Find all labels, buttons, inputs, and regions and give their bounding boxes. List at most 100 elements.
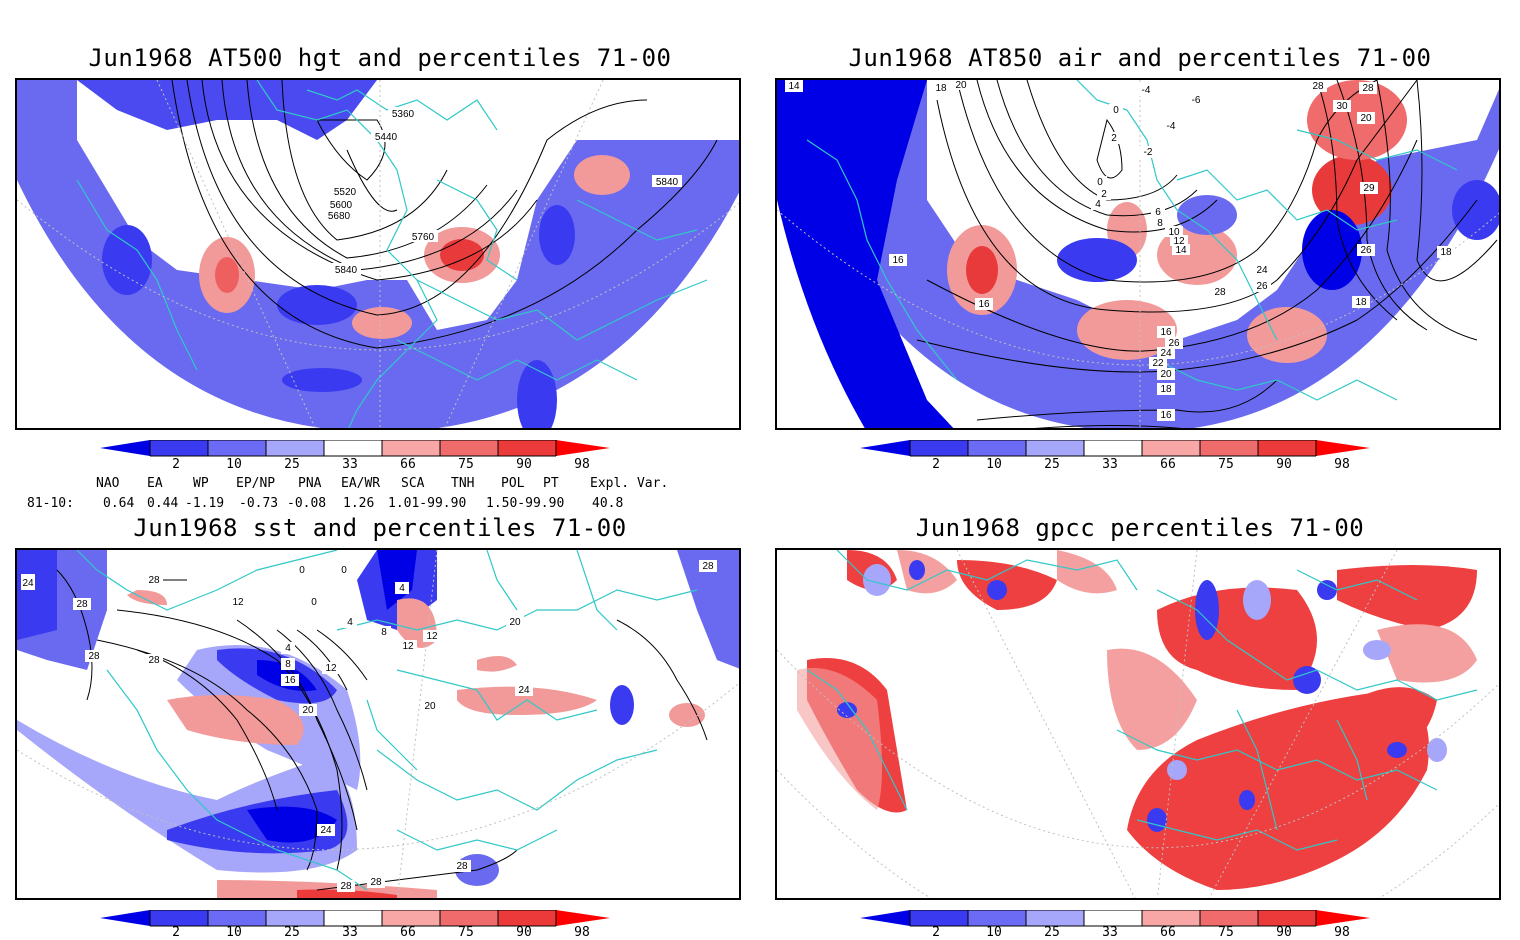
indices-value-row: 81-10: 0.64 0.44 -1.19 -0.73 -0.08 1.26 … — [0, 496, 700, 512]
colorbar-label: 2 — [932, 457, 940, 472]
colorbar-label: 90 — [516, 457, 532, 472]
panel-title-hgt: Jun1968 AT500 hgt and percentiles 71-00 — [88, 44, 672, 72]
colorbar-label: 25 — [284, 457, 300, 472]
index-header: WP — [193, 476, 209, 491]
contour-label: 24 — [1160, 348, 1172, 359]
contour-label: 14 — [788, 81, 800, 92]
contour-label: 16 — [284, 675, 296, 686]
colorbar-label: 10 — [986, 925, 1002, 940]
colorbar-label: 33 — [342, 925, 358, 940]
contour-label: 28 — [148, 575, 160, 586]
index-header: SCA — [401, 476, 425, 491]
contour-label: 8 — [381, 627, 387, 638]
colorbar-label: 33 — [1102, 457, 1118, 472]
index-value: -0.08 — [287, 496, 327, 511]
map-panel-gpcc — [775, 548, 1501, 900]
colorbar-bottom-right — [860, 910, 1370, 927]
colorbar-top-left — [100, 440, 610, 457]
colorbar-label: 98 — [574, 925, 590, 940]
contour-label: 4 — [399, 583, 405, 594]
contour-label: 5840 — [656, 177, 679, 188]
contour-label: 24 — [1256, 265, 1268, 276]
contour-label: 18 — [1160, 384, 1172, 395]
contour-label: 4 — [285, 643, 291, 654]
map-panel-hgt: 5360 5440 5520 5600 5680 5760 5840 5840 — [15, 78, 741, 430]
contour-label: 14 — [1175, 245, 1187, 256]
index-header: PNA — [298, 476, 322, 491]
index-value: 1.01-99.90 — [388, 496, 467, 511]
contour-label: 5520 — [334, 187, 357, 198]
index-header: Expl. Var. — [590, 476, 669, 491]
index-value: 1.50-99.90 — [486, 496, 565, 511]
indices-header-row: NAO EA WP EP/NP PNA EA/WR SCA TNH POL PT… — [0, 476, 700, 492]
contour-label: 0 — [311, 597, 317, 608]
contour-label: 28 — [1362, 83, 1374, 94]
contour-label: 18 — [935, 83, 947, 94]
contour-label: 20 — [955, 80, 967, 91]
colorbar-label: 66 — [400, 925, 416, 940]
contour-label: 28 — [76, 599, 88, 610]
contour-label: 12 — [232, 597, 244, 608]
contour-label: 2 — [1101, 189, 1107, 200]
contour-label: -6 — [1192, 95, 1201, 106]
contour-label: 26 — [1256, 281, 1268, 292]
contour-label: 2 — [1111, 133, 1117, 144]
colorbar-label: 98 — [1334, 925, 1350, 940]
colorbar-label: 2 — [932, 925, 940, 940]
map-panel-air: 14 18 20 -4 -6 0 2 -4 -2 0 2 4 6 8 10 12… — [775, 78, 1501, 430]
colorbar-label: 2 — [172, 925, 180, 940]
contour-label: 16 — [1160, 327, 1172, 338]
contour-label: 0 — [341, 565, 347, 576]
contour-label: 5760 — [412, 232, 435, 243]
colorbar-label: 66 — [400, 457, 416, 472]
colorbar-label: 90 — [1276, 925, 1292, 940]
contour-label: 20 — [1360, 113, 1372, 124]
contour-label: 26 — [1360, 245, 1372, 256]
colorbar-label: 10 — [226, 457, 242, 472]
contour-label: 20 — [424, 701, 436, 712]
contour-label: 26 — [1168, 338, 1180, 349]
colorbar-label: 66 — [1160, 925, 1176, 940]
contour-label: 5360 — [392, 109, 415, 120]
colorbar-label: 25 — [284, 925, 300, 940]
contour-label: 12 — [325, 663, 337, 674]
indices-row-label: 81-10: — [27, 496, 74, 511]
colorbar-label: 25 — [1044, 925, 1060, 940]
contour-label: 12 — [402, 641, 414, 652]
contour-label: 12 — [426, 631, 438, 642]
colorbar-label: 33 — [1102, 925, 1118, 940]
contour-label: 24 — [22, 578, 34, 589]
colorbar-label: 90 — [516, 925, 532, 940]
contour-label: 5840 — [335, 265, 358, 276]
panel-title-air: Jun1968 AT850 air and percentiles 71-00 — [848, 44, 1432, 72]
contour-label: 28 — [1214, 287, 1226, 298]
colorbar-label: 90 — [1276, 457, 1292, 472]
colorbar-label: 66 — [1160, 457, 1176, 472]
contour-label: 28 — [1312, 81, 1324, 92]
colorbar-top-right — [860, 440, 1370, 457]
contour-label: -4 — [1167, 121, 1176, 132]
index-header: EA/WR — [341, 476, 381, 491]
contour-label: 24 — [320, 825, 332, 836]
colorbar-label: 10 — [226, 925, 242, 940]
contour-label: 28 — [148, 655, 160, 666]
contour-label: 16 — [978, 299, 990, 310]
contour-label: 28 — [88, 651, 100, 662]
index-header: NAO — [96, 476, 120, 491]
contour-label: 24 — [518, 685, 530, 696]
contour-label: 20 — [302, 705, 314, 716]
contour-label: 8 — [1157, 218, 1163, 229]
panel-title-sst: Jun1968 sst and percentiles 71-00 — [133, 514, 627, 542]
index-value: 40.8 — [592, 496, 624, 511]
index-header: POL — [501, 476, 525, 491]
colorbar-label: 75 — [458, 925, 474, 940]
colorbar-label: 75 — [1218, 457, 1234, 472]
colorbar-bottom-left — [100, 910, 610, 927]
contour-label: 22 — [1152, 358, 1164, 369]
contour-label: 5600 — [330, 200, 353, 211]
contour-label: 0 — [1097, 177, 1103, 188]
index-header: EP/NP — [236, 476, 276, 491]
contour-label: 28 — [370, 877, 382, 888]
contour-label: 0 — [299, 565, 305, 576]
contour-label: 18 — [1440, 247, 1452, 258]
